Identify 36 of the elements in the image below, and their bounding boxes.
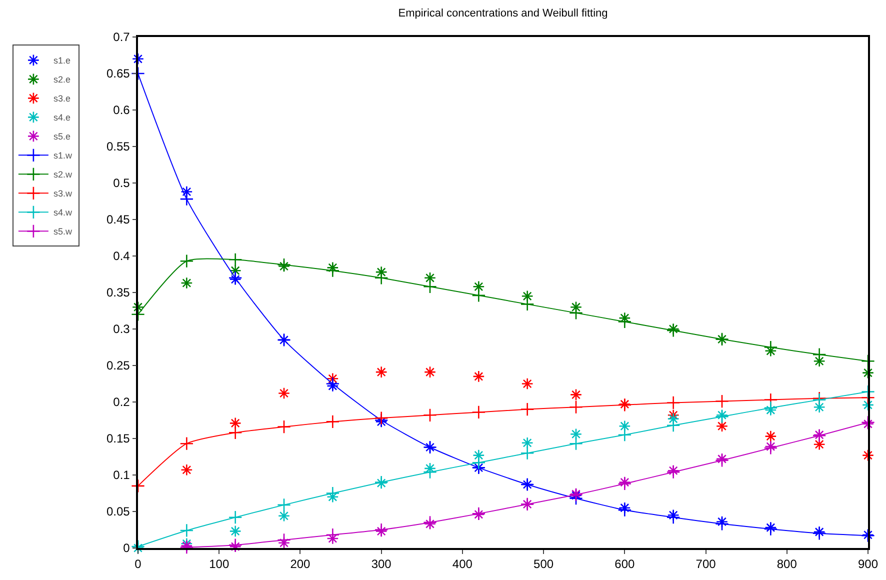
x-tick-label: 200 [290,557,311,572]
legend-label: s4.w [53,208,72,218]
legend-label: s4.e [53,112,70,123]
y-tick-label: 0.2 [113,395,130,410]
legend-label: s1.w [53,150,72,161]
x-tick-label: 500 [534,557,554,572]
legend-label: s2.e [53,74,70,85]
y-tick-label: 0.25 [106,358,130,373]
y-tick-label: 0.05 [106,504,130,519]
y-tick-label: 0.15 [106,432,130,446]
x-tick-label: 400 [452,557,473,572]
legend-label: s5.e [53,132,70,142]
x-tick-label: 100 [209,557,230,572]
y-tick-label: 0.4 [113,249,130,264]
y-tick-label: 0.65 [106,66,130,81]
legend-label: s1.e [53,56,70,66]
legend-label: s3.w [53,188,72,199]
y-tick-label: 0.3 [113,322,130,336]
x-tick-label: 300 [371,557,392,572]
y-tick-label: 0.35 [106,286,130,300]
y-tick-label: 0.6 [113,103,130,118]
y-tick-label: 0.7 [113,30,130,44]
legend-label: s5.w [53,226,72,237]
y-tick-label: 0.5 [113,176,130,190]
x-tick-label: 0 [134,557,142,572]
x-tick-label: 700 [696,557,716,572]
y-tick-label: 0 [123,541,130,556]
chart-title: Empirical concentrations and Weibull fitting [398,7,608,20]
x-tick-label: 600 [614,557,635,572]
x-tick-label: 900 [858,557,878,572]
y-tick-label: 0.45 [106,212,130,227]
legend-label: s3.e [53,94,70,104]
y-tick-label: 0.55 [106,140,130,154]
y-tick-label: 0.1 [113,468,130,482]
x-tick-label: 800 [776,557,798,572]
legend-label: s2.w [53,170,72,180]
